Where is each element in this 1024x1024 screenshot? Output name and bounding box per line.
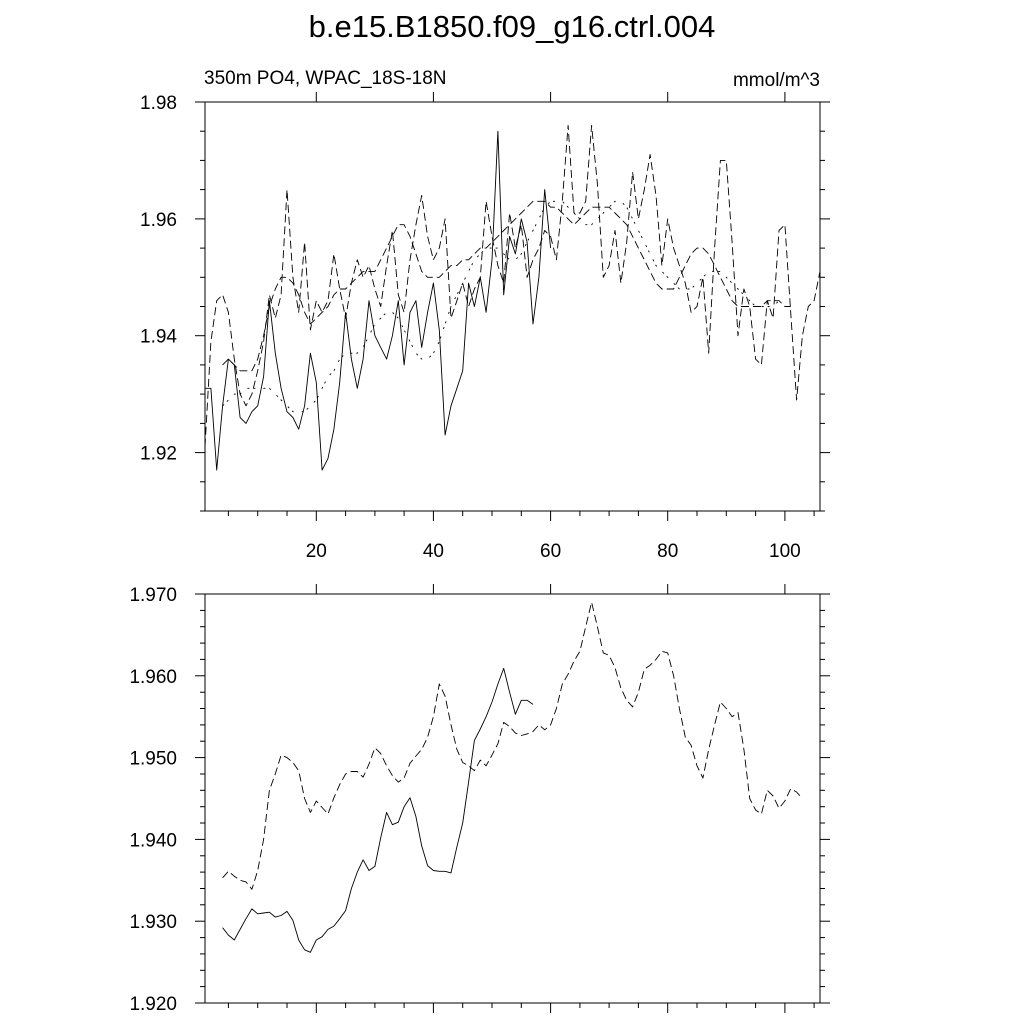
bottom-axis-ticks: [195, 584, 830, 1013]
y-tick-label: 1.98: [140, 93, 177, 114]
top-axis-labels: 20 40 60 80 100 1.92 1.94 1.96 1.98: [140, 93, 801, 562]
top-left-label: 350m PO4, WPAC_18S-18N: [204, 68, 447, 89]
y-tick-label: 1.94: [140, 327, 177, 348]
x-tick-label: 100: [769, 541, 801, 562]
y-tick-label: 1.950: [129, 749, 177, 770]
y-tick-label: 1.930: [129, 912, 177, 933]
series-line-1: [222, 667, 534, 953]
series-line-2: [204, 124, 821, 447]
bottom-series-group: [222, 601, 803, 953]
top-panel: 350m PO4, WPAC_18S-18N mmol/m^3 20 40 60 80…: [140, 68, 830, 562]
top-plot-frame: [204, 101, 821, 512]
y-tick-label: 1.920: [129, 994, 177, 1015]
series-line-2: [222, 601, 803, 890]
x-tick-label: 20: [306, 541, 327, 562]
y-tick-label: 1.970: [129, 585, 177, 606]
x-tick-label: 60: [540, 541, 561, 562]
bottom-panel: 1.920 1.930 1.940 1.950 1.960 1.970: [129, 584, 830, 1015]
series-line-4: [222, 200, 780, 413]
y-tick-label: 1.96: [140, 210, 177, 231]
series-line-1: [205, 130, 552, 471]
x-tick-label: 40: [423, 541, 444, 562]
y-tick-label: 1.960: [129, 667, 177, 688]
x-tick-label: 80: [657, 541, 678, 562]
bottom-plot-frame: [204, 593, 821, 1004]
top-axis-ticks: [195, 92, 830, 521]
y-tick-label: 1.92: [140, 444, 177, 465]
units-label: mmol/m^3: [733, 70, 820, 91]
y-tick-label: 1.940: [129, 830, 177, 851]
bottom-axis-labels: 1.920 1.930 1.940 1.950 1.960 1.970: [129, 585, 177, 1015]
chart-title: b.e15.B1850.f09_g16.ctrl.004: [309, 9, 716, 44]
series-line-3: [222, 200, 791, 372]
top-series-group: [204, 124, 821, 471]
